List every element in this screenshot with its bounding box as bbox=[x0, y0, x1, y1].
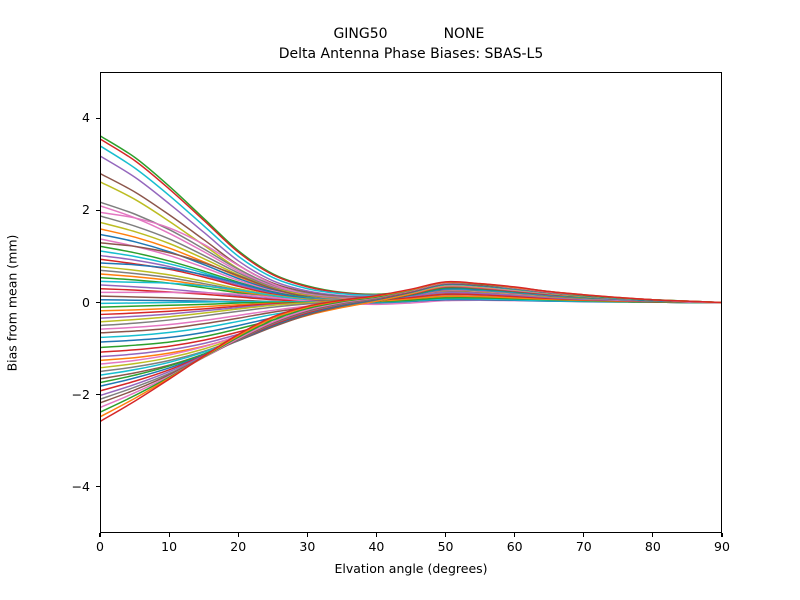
series-line bbox=[101, 155, 721, 304]
x-tick-label: 80 bbox=[644, 539, 661, 554]
plot-area bbox=[100, 72, 722, 533]
y-tick-label: −4 bbox=[71, 478, 90, 494]
y-tick-mark bbox=[96, 394, 100, 396]
suptitle-radome: NONE bbox=[443, 26, 485, 42]
series-line bbox=[101, 280, 721, 422]
y-tick-label: 4 bbox=[82, 110, 90, 126]
x-tick-mark bbox=[99, 533, 101, 537]
x-axis-label: Elvation angle (degrees) bbox=[334, 561, 488, 576]
x-tick-mark bbox=[514, 533, 516, 537]
x-tick-mark bbox=[445, 533, 447, 537]
x-tick-label: 70 bbox=[575, 539, 592, 554]
x-tick-mark bbox=[375, 533, 377, 537]
y-tick-mark bbox=[96, 486, 100, 488]
x-tick-label: 10 bbox=[161, 539, 178, 554]
x-tick-mark bbox=[306, 533, 308, 537]
x-tick-label: 90 bbox=[714, 539, 730, 554]
x-tick-label: 0 bbox=[96, 539, 104, 554]
suptitle-station: GING50 bbox=[333, 26, 388, 42]
x-tick-mark bbox=[583, 533, 585, 537]
x-tick-label: 60 bbox=[506, 539, 523, 554]
x-tick-label: 50 bbox=[437, 539, 454, 554]
figure-suptitle: GING50 NONE bbox=[0, 7, 800, 61]
x-tick-label: 30 bbox=[299, 539, 316, 554]
y-tick-label: −2 bbox=[71, 386, 90, 402]
lines-svg bbox=[101, 135, 721, 422]
x-tick-label: 20 bbox=[230, 539, 247, 554]
series-group bbox=[101, 135, 721, 422]
y-axis-label-wrap: Bias from mean (mm) bbox=[0, 72, 24, 533]
series-line bbox=[101, 138, 721, 304]
y-tick-mark bbox=[96, 301, 100, 304]
y-axis-label: Bias from mean (mm) bbox=[4, 234, 20, 371]
x-tick-mark bbox=[652, 533, 654, 537]
x-tick-mark bbox=[721, 533, 723, 537]
series-line bbox=[101, 135, 721, 304]
x-tick-mark bbox=[237, 533, 239, 537]
y-tick-mark bbox=[96, 117, 100, 119]
x-tick-mark bbox=[168, 533, 170, 537]
y-tick-label: 2 bbox=[82, 202, 90, 218]
y-tick-label: 0 bbox=[82, 294, 90, 310]
x-tick-label: 40 bbox=[368, 539, 385, 554]
y-tick-mark bbox=[96, 209, 100, 211]
chart-title: Delta Antenna Phase Biases: SBAS-L5 bbox=[278, 46, 544, 62]
